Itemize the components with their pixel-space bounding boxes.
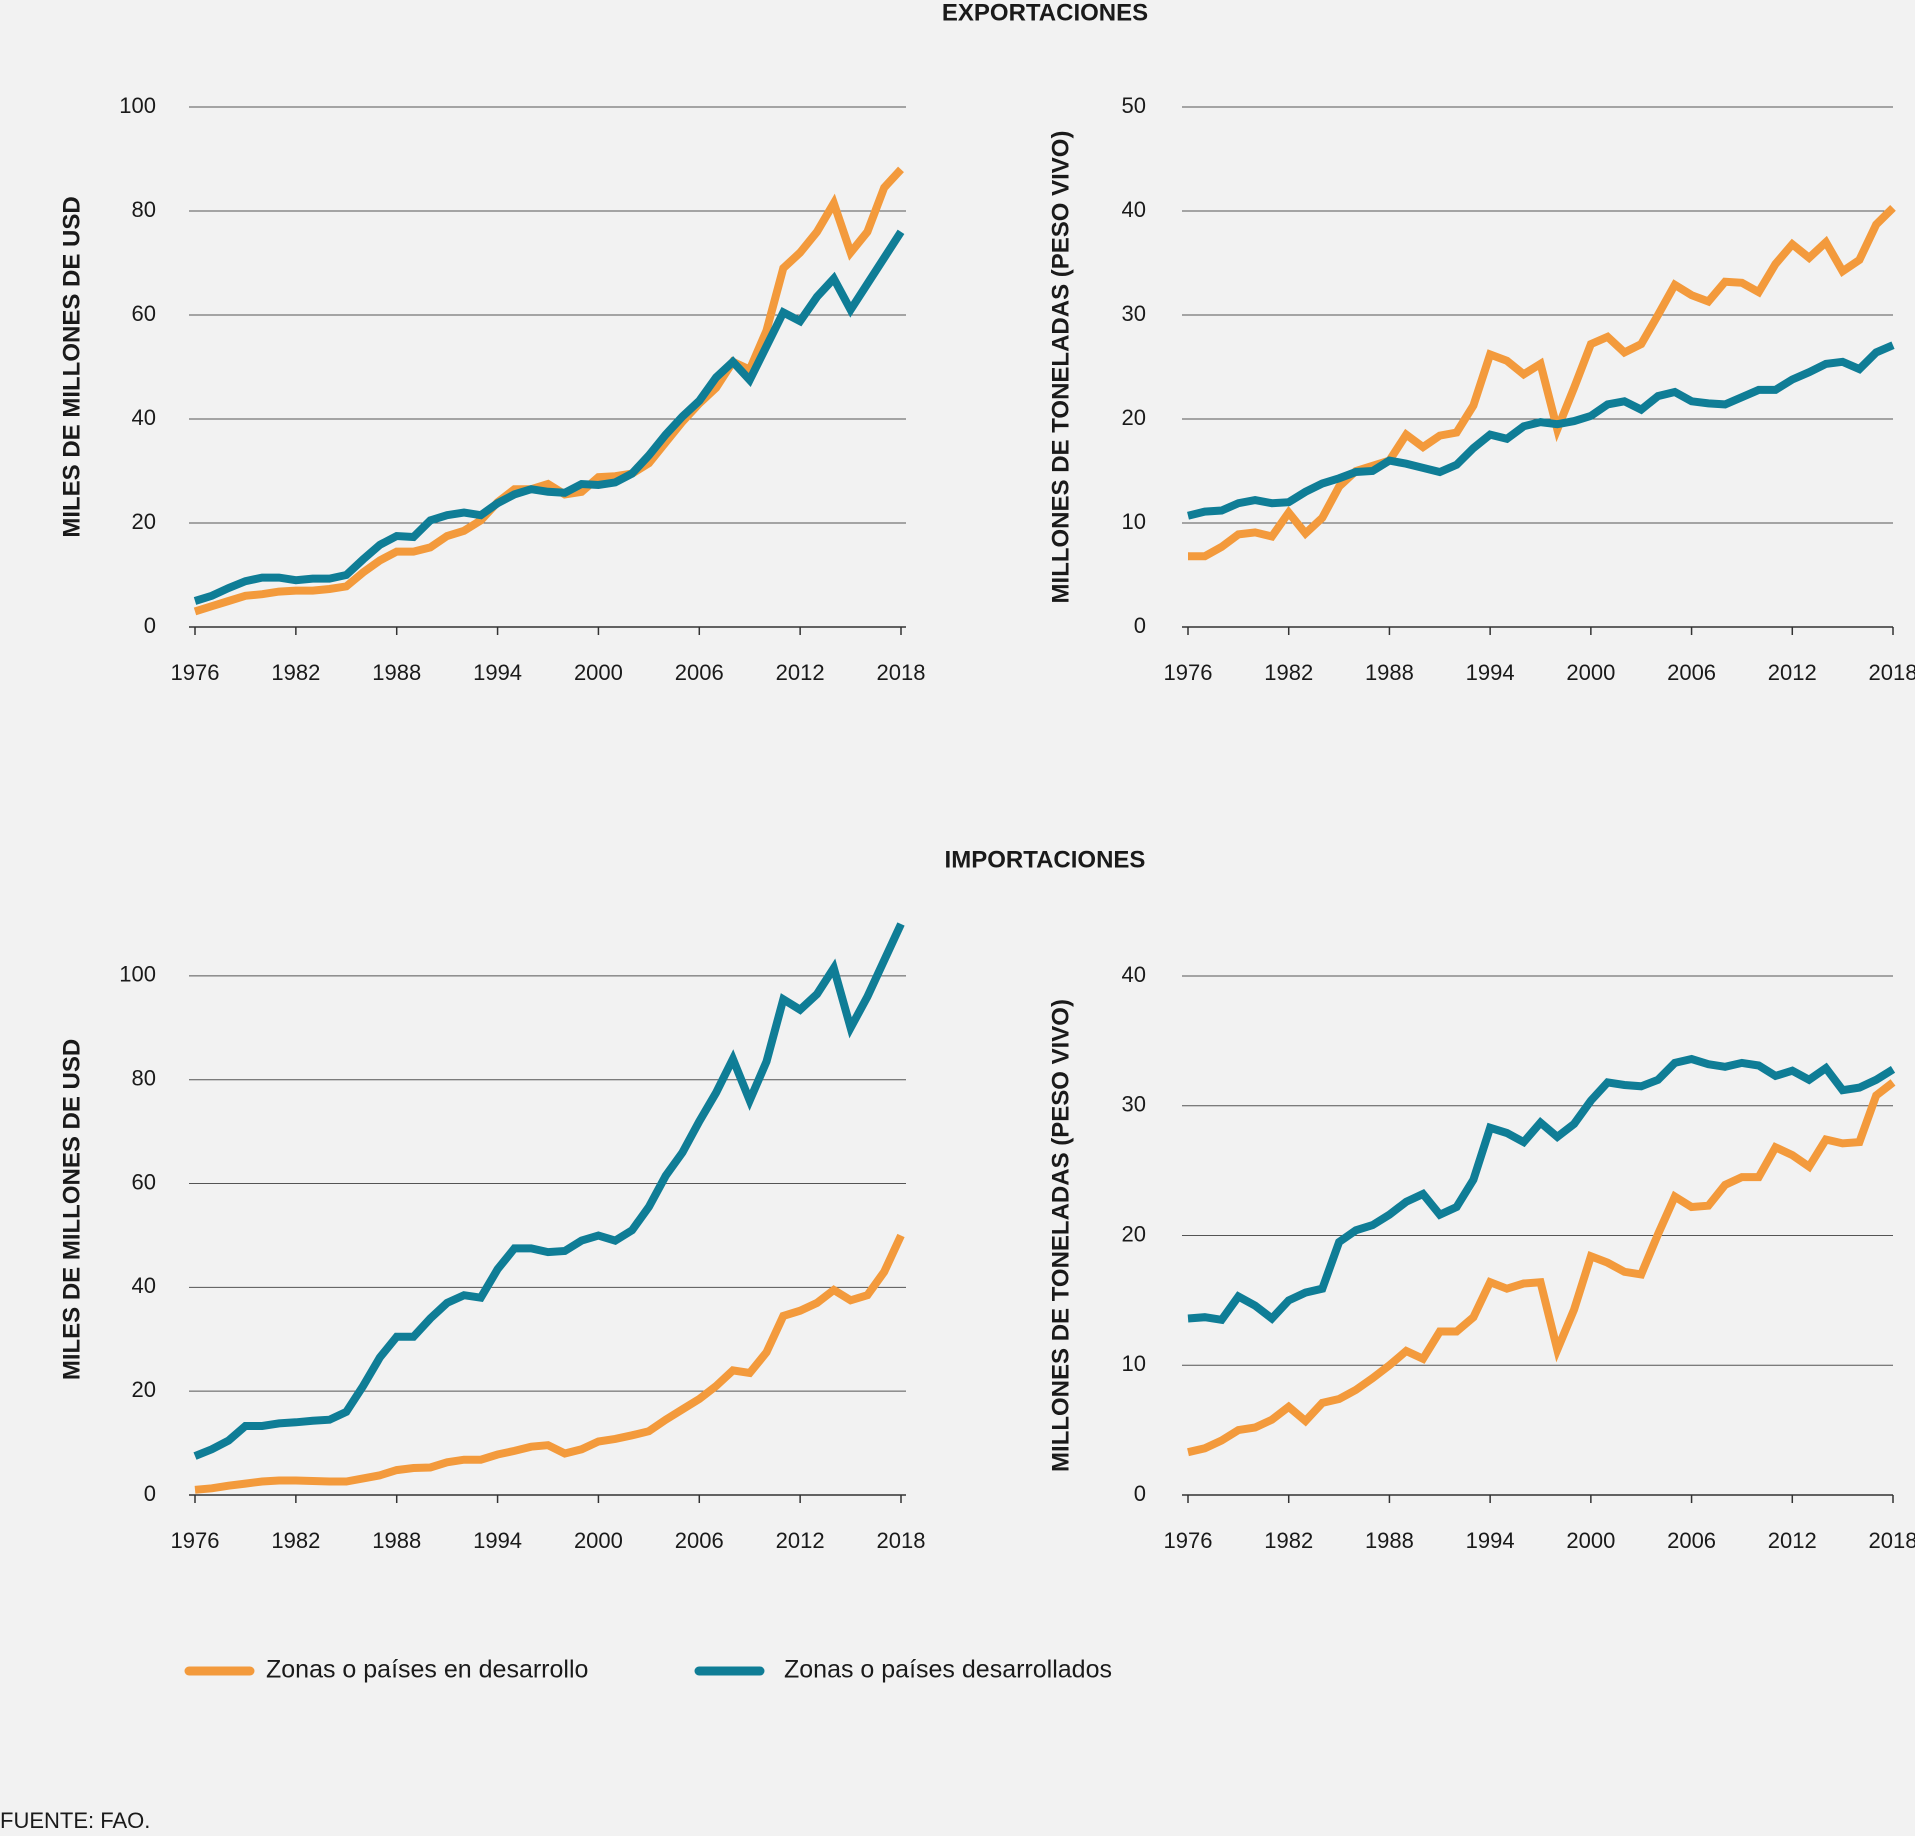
y-tick-label: 60: [132, 1169, 156, 1194]
x-tick-label: 1994: [1466, 660, 1515, 685]
y-tick-label: 40: [132, 405, 156, 430]
x-tick-label: 1994: [473, 660, 522, 685]
x-tick-label: 2018: [1869, 660, 1915, 685]
x-tick-label: 2018: [1869, 1528, 1915, 1553]
section-title: IMPORTACIONES: [945, 846, 1146, 873]
y-tick-label: 40: [132, 1273, 156, 1298]
x-tick-label: 2000: [1566, 660, 1615, 685]
y-tick-label: 100: [119, 93, 156, 118]
x-tick-label: 2006: [675, 1528, 724, 1553]
x-tick-label: 1994: [1466, 1528, 1515, 1553]
series-line: [193, 229, 905, 605]
y-tick-label: 80: [132, 1066, 156, 1091]
x-tick-label: 1982: [271, 660, 320, 685]
x-tick-label: 2000: [1566, 1528, 1615, 1553]
x-tick-label: 2018: [877, 1528, 926, 1553]
section-title: EXPORTACIONES: [942, 0, 1148, 26]
x-tick-label: 2006: [1667, 660, 1716, 685]
y-tick-label: 20: [1122, 1221, 1146, 1246]
y-axis-label: MILES DE MILLONES DE USD: [58, 196, 85, 537]
legend-label: Zonas o países en desarrollo: [266, 1656, 588, 1684]
x-tick-label: 1988: [1365, 1528, 1414, 1553]
y-tick-label: 40: [1122, 197, 1146, 222]
y-tick-label: 30: [1122, 301, 1146, 326]
y-tick-label: 0: [1134, 1481, 1146, 1506]
series-line: [1188, 205, 1896, 561]
series-line: [1187, 1079, 1896, 1457]
y-tick-label: 30: [1122, 1092, 1146, 1117]
series-line: [194, 1233, 905, 1494]
x-tick-label: 1976: [1164, 1528, 1213, 1553]
x-tick-label: 2012: [776, 1528, 825, 1553]
series-line: [193, 922, 905, 1460]
x-tick-label: 1988: [1365, 660, 1414, 685]
y-tick-label: 0: [144, 613, 156, 638]
y-tick-label: 50: [1122, 93, 1146, 118]
x-tick-label: 2012: [776, 660, 825, 685]
x-tick-label: 1988: [372, 1528, 421, 1553]
x-tick-label: 2012: [1768, 1528, 1817, 1553]
x-tick-label: 2000: [574, 1528, 623, 1553]
y-tick-label: 10: [1122, 1351, 1146, 1376]
x-tick-label: 2000: [574, 660, 623, 685]
source-note: FUENTE: FAO.: [0, 1808, 150, 1833]
y-axis-label: MILES DE MILLONES DE USD: [58, 1039, 85, 1380]
series-line: [1187, 1054, 1896, 1325]
y-tick-label: 80: [132, 197, 156, 222]
series-line: [1187, 341, 1895, 520]
x-tick-label: 2018: [877, 660, 926, 685]
x-tick-label: 1976: [1164, 660, 1213, 685]
y-tick-label: 0: [144, 1481, 156, 1506]
y-tick-label: 20: [1122, 405, 1146, 430]
y-tick-label: 20: [132, 509, 156, 534]
x-tick-label: 1976: [171, 1528, 220, 1553]
x-tick-label: 1982: [271, 1528, 320, 1553]
y-tick-label: 60: [132, 301, 156, 326]
x-tick-label: 1982: [1264, 1528, 1313, 1553]
x-tick-label: 1994: [473, 1528, 522, 1553]
legend-label: Zonas o países desarrollados: [784, 1656, 1112, 1684]
x-tick-label: 2006: [1667, 1528, 1716, 1553]
y-tick-label: 0: [1134, 613, 1146, 638]
x-tick-label: 1988: [372, 660, 421, 685]
series-line: [193, 166, 904, 616]
y-tick-label: 100: [119, 962, 156, 987]
y-tick-label: 10: [1122, 509, 1146, 534]
y-tick-label: 40: [1122, 962, 1146, 987]
y-axis-label: MILLONES DE TONELADAS (PESO VIVO): [1047, 999, 1074, 1472]
y-axis-label: MILLONES DE TONELADAS (PESO VIVO): [1047, 131, 1074, 604]
x-tick-label: 1982: [1264, 660, 1313, 685]
y-tick-label: 20: [132, 1377, 156, 1402]
x-tick-label: 1976: [171, 660, 220, 685]
x-tick-label: 2012: [1768, 660, 1817, 685]
x-tick-label: 2006: [675, 660, 724, 685]
